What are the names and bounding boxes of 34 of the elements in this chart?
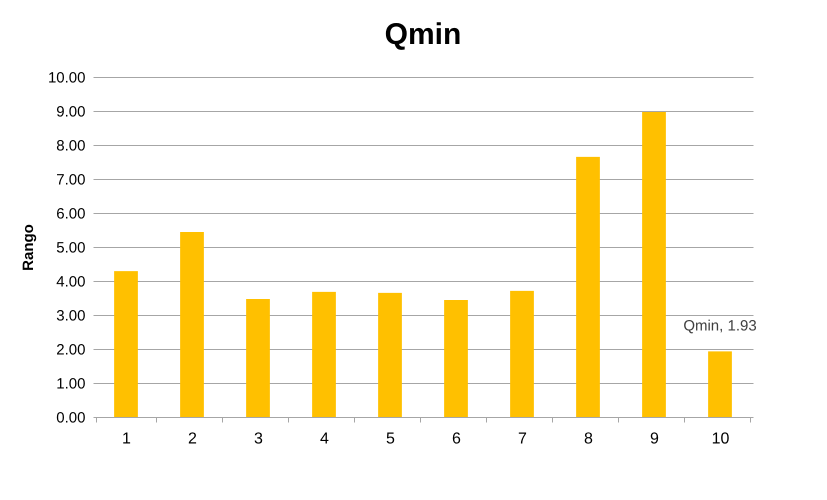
bar (510, 290, 534, 417)
x-tick-label: 3 (254, 430, 264, 448)
y-tick-label: 8.00 (56, 138, 86, 154)
x-tick-label: 9 (650, 430, 660, 448)
bar (444, 300, 468, 417)
y-tick-label: 1.00 (56, 376, 86, 392)
y-tick-label: 3.00 (56, 308, 86, 324)
chart-title: Qmin (384, 18, 462, 51)
x-tick-label: 2 (188, 430, 198, 448)
x-tick-label: 10 (712, 430, 730, 448)
y-tick-label: 2.00 (56, 342, 86, 358)
bar (378, 292, 402, 417)
bar (642, 112, 666, 417)
x-tick-label: 1 (122, 430, 132, 448)
y-tick-label: 5.00 (56, 240, 86, 256)
bar (312, 292, 336, 417)
y-tick-label: 10.00 (48, 70, 86, 86)
bar (114, 271, 138, 417)
x-tick-label: 7 (518, 430, 528, 448)
x-tick-label: 6 (452, 430, 462, 448)
y-tick-label: 7.00 (56, 172, 86, 188)
bar (576, 156, 600, 417)
bar (708, 351, 732, 417)
x-tick-label: 4 (320, 430, 330, 448)
x-tick-label: 5 (386, 430, 396, 448)
y-tick-label: 9.00 (56, 104, 86, 120)
y-axis-title: Rango (20, 224, 37, 271)
y-tick-label: 6.00 (56, 206, 86, 222)
y-tick-label: 0.00 (56, 410, 86, 426)
bar (246, 299, 270, 417)
y-tick-label: 4.00 (56, 274, 86, 290)
data-label: Qmin, 1.93 (683, 317, 757, 334)
x-tick-label: 8 (584, 430, 594, 448)
bar (180, 232, 204, 417)
